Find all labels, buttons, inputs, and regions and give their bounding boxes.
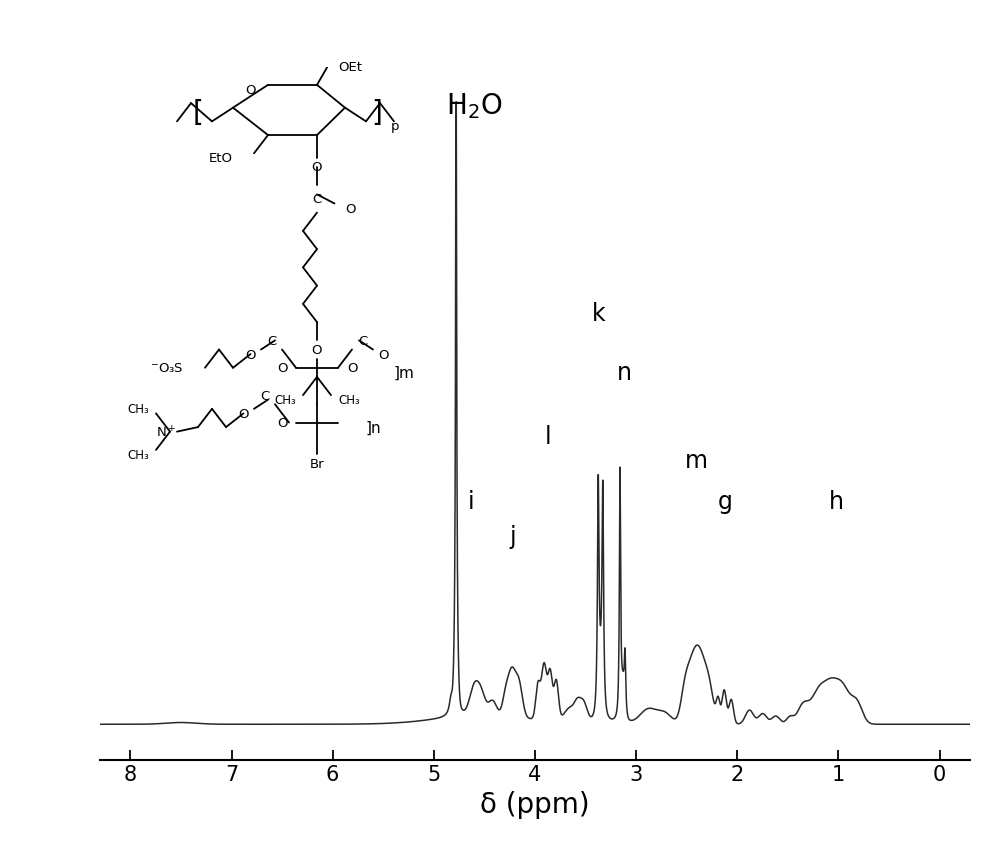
Text: C: C: [312, 193, 322, 206]
Text: EtO: EtO: [209, 152, 233, 165]
Text: CH₃: CH₃: [338, 394, 360, 407]
Text: O: O: [347, 362, 357, 375]
Text: g: g: [718, 490, 733, 513]
Text: C: C: [358, 334, 367, 348]
Text: CH₃: CH₃: [274, 394, 296, 407]
Text: O: O: [312, 161, 322, 174]
Text: O: O: [378, 349, 389, 361]
Text: O: O: [312, 344, 322, 356]
Text: OEt: OEt: [338, 61, 362, 74]
Text: O: O: [238, 408, 249, 420]
Text: O: O: [345, 203, 356, 215]
X-axis label: δ (ppm): δ (ppm): [480, 790, 590, 818]
Text: [: [: [193, 99, 203, 127]
Text: C: C: [260, 389, 269, 402]
Text: l: l: [545, 425, 551, 449]
Text: $^{-}$O₃S: $^{-}$O₃S: [150, 362, 184, 375]
Text: O: O: [277, 417, 287, 430]
Text: Br: Br: [310, 457, 324, 470]
Text: O: O: [245, 349, 256, 361]
Text: H$_2$O: H$_2$O: [446, 91, 503, 121]
Text: O: O: [277, 362, 287, 375]
Text: C: C: [267, 334, 276, 348]
Text: m: m: [685, 448, 708, 472]
Text: k: k: [592, 301, 606, 326]
Text: ]: ]: [371, 99, 382, 127]
Text: n: n: [617, 360, 632, 384]
Text: ]n: ]n: [366, 420, 382, 435]
Text: CH₃: CH₃: [127, 403, 149, 416]
Text: CH₃: CH₃: [127, 448, 149, 462]
Text: i: i: [468, 490, 475, 513]
Text: h: h: [829, 490, 844, 513]
Text: ]m: ]m: [394, 365, 415, 381]
Text: p: p: [390, 121, 399, 133]
Text: O: O: [245, 84, 256, 97]
Text: j: j: [509, 524, 516, 549]
Text: N$^+$: N$^+$: [156, 425, 177, 440]
